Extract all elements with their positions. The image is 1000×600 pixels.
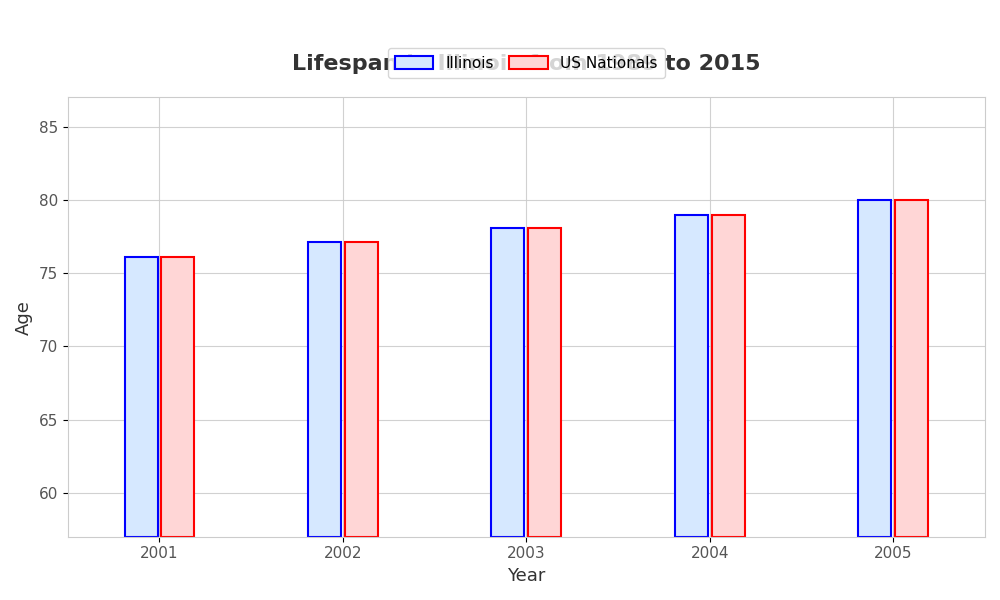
Bar [345,242,378,537]
Bar [161,257,194,537]
Bar [895,200,928,537]
Bar [675,215,708,537]
Y-axis label: Age: Age [15,299,33,335]
X-axis label: Year: Year [507,567,546,585]
Bar [712,215,745,537]
Title: Lifespan in Illinois from 1989 to 2015: Lifespan in Illinois from 1989 to 2015 [292,53,761,74]
Legend: Illinois, US Nationals: Illinois, US Nationals [388,48,665,78]
Bar [528,228,561,537]
Bar [125,257,158,537]
Bar [491,228,524,537]
Bar [858,200,891,537]
Bar [308,242,341,537]
